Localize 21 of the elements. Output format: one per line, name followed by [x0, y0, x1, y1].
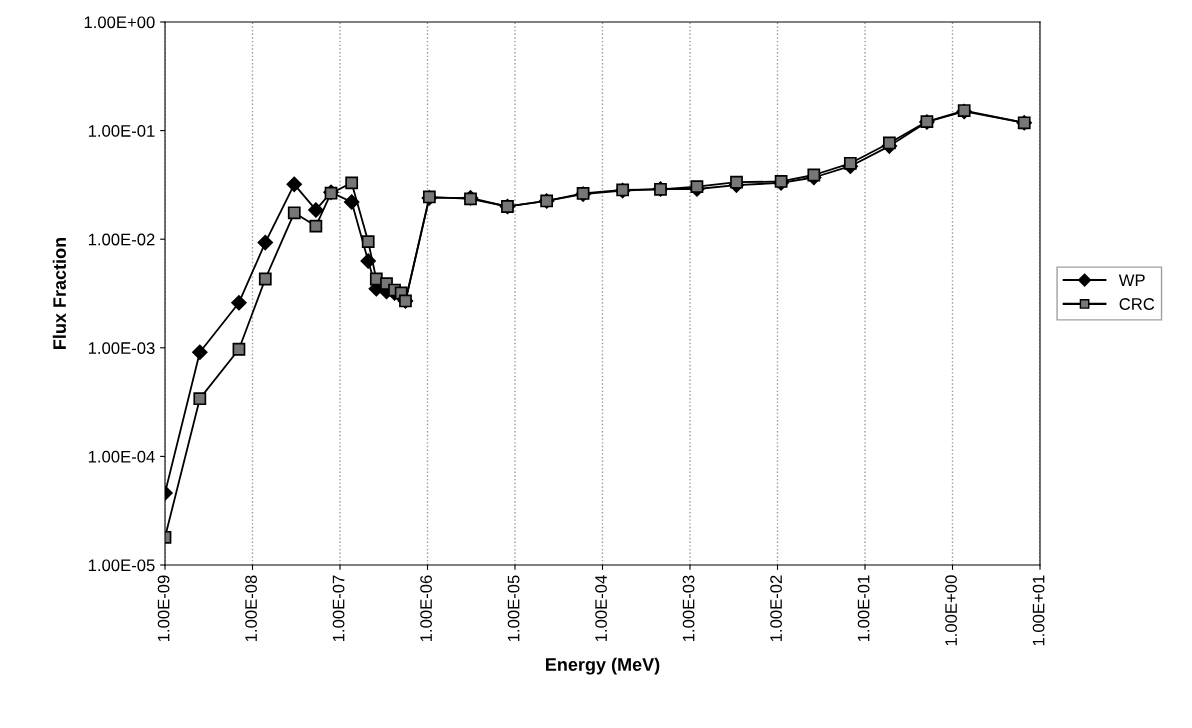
y-tick-label: 1.00E-01 [88, 125, 155, 137]
y-tick-label: 1.00E-03 [88, 342, 155, 354]
y-tick-label: 1.00E+00 [84, 16, 155, 29]
y-tick-label: 1.00E-04 [88, 450, 155, 463]
y-axis-title: Flux Fraction [52, 237, 66, 349]
x-tick-label: 1.00E+00 [945, 575, 957, 646]
x-tick-label: 1.00E+01 [1032, 575, 1045, 646]
x-tick-label: 1.00E-03 [682, 575, 695, 642]
x-tick-label: 1.00E-06 [420, 575, 432, 642]
x-tick-label: 1.00E-08 [245, 575, 257, 642]
y-tick-label: 1.00E-05 [88, 559, 155, 572]
x-tick-label: 1.00E-07 [332, 575, 345, 642]
x-tick-label: 1.00E-04 [595, 575, 607, 642]
x-tick-label: 1.00E-09 [157, 575, 170, 642]
x-tick-label: 1.00E-05 [507, 575, 520, 642]
x-tick-label: 1.00E-02 [770, 575, 782, 642]
x-axis-title: Energy (MeV) [546, 657, 660, 675]
legend-label: WP [1118, 274, 1145, 286]
legend-label: CRC [1119, 298, 1155, 310]
y-tick-label: 1.00E-02 [88, 233, 155, 246]
x-tick-label: 1.00E-01 [857, 575, 870, 642]
